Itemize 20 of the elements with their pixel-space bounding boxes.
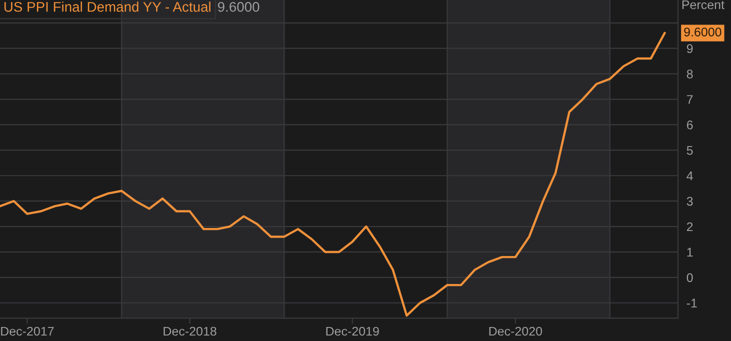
x-tick-label: Dec-2018 (164, 326, 216, 336)
y-tick-label: -1 (686, 298, 697, 308)
annotation: 9.6000 (218, 2, 260, 12)
y-tick-label: 2 (686, 222, 693, 232)
data-label: 9.6000 (684, 28, 722, 36)
y-tick-label: 8 (686, 70, 693, 78)
y-tick-label: 1 (687, 248, 693, 257)
x-tick-label: Dec-2017 (1, 326, 54, 336)
y-tick-label: 0 (686, 273, 693, 282)
y-tick-label: 7 (686, 95, 693, 104)
x-tick-label: Dec-2019 (326, 326, 379, 336)
text: US PPI Final Demand YY - Actual (4, 2, 210, 12)
y-tick-label: 4 (686, 172, 693, 180)
x-tick-label: Dec-2020 (489, 326, 542, 336)
y-tick-label: 3 (686, 196, 693, 206)
y-tick-label: 9 (686, 44, 693, 54)
y-axis-title: Percent (682, 0, 724, 10)
line-series (0, 32, 666, 317)
y-tick-label: 5 (686, 146, 693, 155)
y-tick-label: 6 (686, 120, 693, 130)
